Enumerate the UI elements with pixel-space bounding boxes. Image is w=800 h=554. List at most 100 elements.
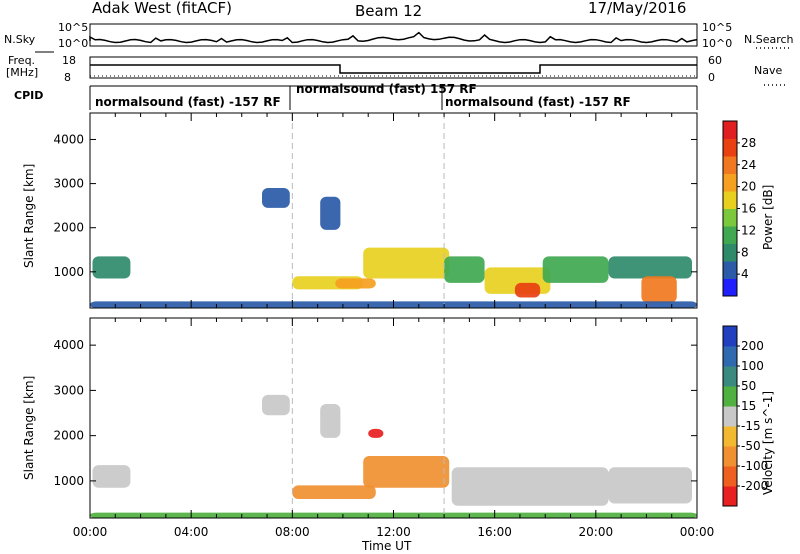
colorbar-swatch xyxy=(723,226,737,244)
x-tick-label: 20:00 xyxy=(579,525,614,539)
colorbar-swatch xyxy=(723,486,737,507)
colorbar-tick-label: 28 xyxy=(741,136,756,150)
colorbar-swatch xyxy=(723,346,737,367)
colorbar-swatch xyxy=(723,191,737,209)
velocity-panel: 1000 2000 3000 4000 xyxy=(53,317,698,519)
power-colorbar: 4 8 12 16 20 24 28 xyxy=(722,120,756,297)
time-axis-ticks: 00:00 04:00 08:00 12:00 16:00 20:00 00:00 xyxy=(73,525,715,539)
nsky-panel xyxy=(89,23,698,47)
date-label: 17/May/2016 xyxy=(588,0,687,17)
freq-label: Freq. xyxy=(8,54,36,67)
nave-label: Nave xyxy=(754,64,783,77)
scatter-patch xyxy=(262,188,290,208)
nsky-line xyxy=(89,31,698,44)
scatter-patch xyxy=(542,256,609,283)
freq-unit: [MHz] xyxy=(6,66,39,79)
freq-line xyxy=(90,64,697,74)
y-tick-label: 4000 xyxy=(53,132,84,146)
colorbar-swatch xyxy=(723,326,737,347)
power-colorbar-label: Power [dB] xyxy=(761,184,775,250)
colorbar-swatch xyxy=(723,366,737,387)
cpid-segment-3: normalsound (fast) -157 RF xyxy=(445,95,631,109)
colorbar-tick-label: 200 xyxy=(741,339,764,353)
colorbar-tick-label: 20 xyxy=(741,180,756,194)
cpid-segment-2: normalsound (fast) 157 RF xyxy=(296,82,477,96)
colorbar-tick-label: 12 xyxy=(741,223,756,237)
colorbar-tick-label: 50 xyxy=(741,379,756,393)
scatter-patch xyxy=(292,485,376,499)
freq-panel xyxy=(89,56,698,79)
velocity-colorbar-label: Velocity [m s^-1] xyxy=(761,390,775,495)
colorbar-swatch xyxy=(723,426,737,447)
freq-tick-bottom: 8 xyxy=(64,71,71,84)
freq-tick-top: 18 xyxy=(62,54,76,67)
scatter-patch xyxy=(320,404,341,438)
colorbar-tick-label: -50 xyxy=(741,439,761,453)
chart-title: Adak West (fitACF) xyxy=(92,0,232,17)
colorbar-tick-label: 16 xyxy=(741,202,756,216)
x-tick-label: 16:00 xyxy=(477,525,512,539)
nsky-tick-top: 10^5 xyxy=(58,21,89,34)
x-tick-label: 04:00 xyxy=(174,525,209,539)
colorbar-swatch xyxy=(723,208,737,227)
nave-tick-top: 60 xyxy=(708,54,722,67)
y-tick-label: 1000 xyxy=(53,474,84,488)
velocity-colorbar: 200 100 50 15 -15 -50 -100 -200 xyxy=(722,325,768,507)
colorbar-swatch xyxy=(723,386,737,407)
power-ylabel: Slant Range [km] xyxy=(22,163,36,268)
x-tick-label: 12:00 xyxy=(376,525,411,539)
x-tick-label: 08:00 xyxy=(275,525,310,539)
colorbar-tick-label: 15 xyxy=(741,399,756,413)
nave-tick-bottom: 0 xyxy=(708,71,715,84)
colorbar-swatch xyxy=(723,138,737,157)
y-tick-label: 4000 xyxy=(53,338,84,352)
colorbar-swatch xyxy=(723,121,737,139)
scatter-patch xyxy=(514,282,541,298)
colorbar-swatch xyxy=(723,278,737,297)
colorbar-swatch xyxy=(723,173,737,192)
colorbar-swatch xyxy=(723,243,737,262)
velocity-ylabel: Slant Range [km] xyxy=(22,375,36,480)
nsearch-label: N.Search xyxy=(744,33,794,46)
xlabel: Time UT xyxy=(362,539,412,553)
scatter-patch xyxy=(363,247,450,279)
scatter-patch xyxy=(92,256,131,279)
x-tick-label: 00:00 xyxy=(73,525,108,539)
scatter-patch xyxy=(444,256,485,283)
scatter-patch xyxy=(368,428,384,438)
colorbar-tick-label: 8 xyxy=(741,245,749,259)
x-tick-label: 00:00 xyxy=(680,525,715,539)
colorbar-tick-label: -100 xyxy=(741,459,768,473)
nsearch-tick-bottom: 10^0 xyxy=(702,37,733,50)
colorbar-tick-label: 24 xyxy=(741,158,756,172)
scatter-patch xyxy=(451,467,609,506)
scatter-patch xyxy=(608,256,692,279)
y-tick-label: 3000 xyxy=(53,177,84,191)
scatter-patch xyxy=(320,196,341,230)
cpid-segment-1: normalsound (fast) -157 RF xyxy=(95,95,281,109)
scatter-patch xyxy=(335,278,376,289)
colorbar-frame xyxy=(722,325,738,507)
y-tick-label: 3000 xyxy=(53,383,84,397)
colorbar-swatch xyxy=(723,261,737,279)
colorbar-swatch xyxy=(723,156,737,174)
scatter-patch xyxy=(641,276,677,303)
y-tick-label: 2000 xyxy=(53,221,84,235)
power-panel: 1000 2000 3000 4000 xyxy=(53,112,698,309)
colorbar-tick-label: 4 xyxy=(741,267,749,281)
nsearch-tick-top: 10^5 xyxy=(702,21,733,34)
colorbar-tick-label: -200 xyxy=(741,479,768,493)
scatter-patch xyxy=(363,456,450,488)
nsky-label: N.Sky xyxy=(4,33,36,46)
y-tick-label: 1000 xyxy=(53,265,84,279)
colorbar-tick-label: -15 xyxy=(741,419,761,433)
colorbar-swatch xyxy=(723,406,737,427)
colorbar-tick-label: 100 xyxy=(741,359,764,373)
scatter-patch xyxy=(608,467,692,504)
cpid-label: CPID xyxy=(14,89,44,102)
y-tick-label: 2000 xyxy=(53,429,84,443)
beam-label: Beam 12 xyxy=(355,2,423,20)
scatter-patch xyxy=(262,394,290,416)
scatter-patch xyxy=(92,465,131,488)
